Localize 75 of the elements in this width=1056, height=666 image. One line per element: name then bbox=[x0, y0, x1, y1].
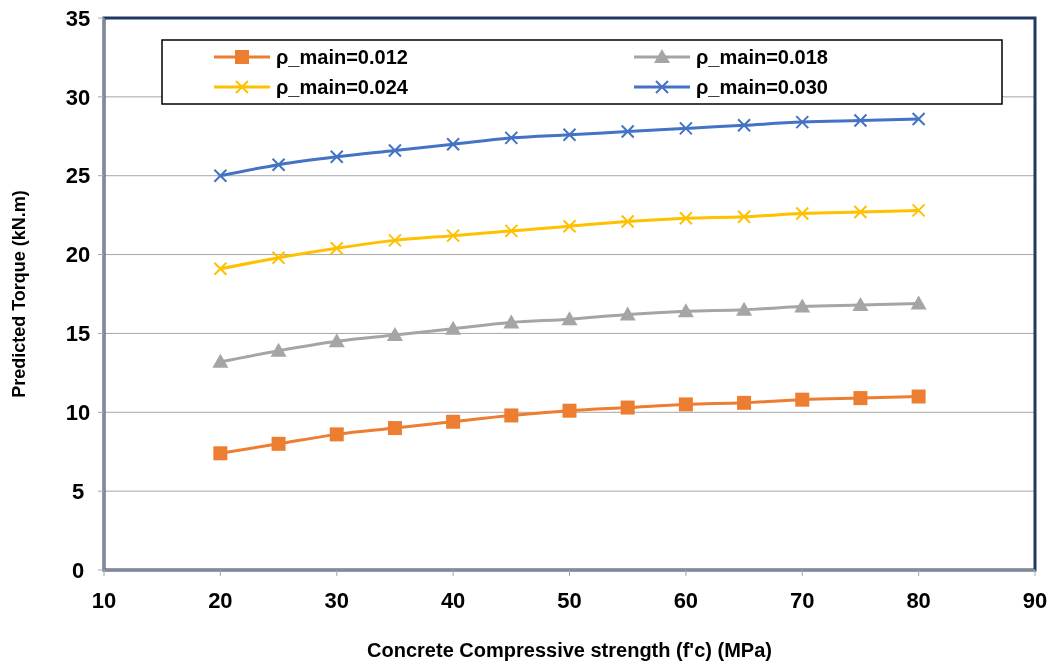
x-tick-label: 80 bbox=[906, 588, 931, 613]
point bbox=[504, 408, 519, 423]
point bbox=[736, 301, 753, 316]
x-axis-title: Concrete Compressive strength (f'c) (MPa) bbox=[367, 639, 772, 661]
x-tick-label: 60 bbox=[673, 588, 699, 613]
x-tick-label: 30 bbox=[324, 588, 349, 613]
point bbox=[737, 209, 752, 224]
point bbox=[911, 111, 926, 126]
point bbox=[329, 241, 344, 256]
point bbox=[853, 391, 868, 406]
point bbox=[387, 143, 402, 158]
point bbox=[794, 298, 811, 313]
legend-label: ρ_main=0.018 bbox=[696, 46, 828, 68]
point bbox=[911, 389, 926, 404]
point bbox=[910, 295, 927, 310]
point bbox=[795, 206, 810, 221]
legend-label: ρ_main=0.012 bbox=[276, 46, 408, 68]
legend-label: ρ_main=0.030 bbox=[696, 76, 828, 98]
point bbox=[737, 395, 752, 410]
x-tick-label: 40 bbox=[440, 588, 466, 613]
point bbox=[387, 421, 402, 436]
point bbox=[328, 333, 345, 348]
point bbox=[795, 115, 810, 130]
point bbox=[561, 311, 578, 326]
x-tick-label: 20 bbox=[208, 588, 233, 613]
point bbox=[737, 118, 752, 133]
point bbox=[853, 204, 868, 219]
point bbox=[504, 130, 519, 145]
point bbox=[387, 233, 402, 248]
y-tick-label: 20 bbox=[65, 242, 91, 268]
x-tick-label: 90 bbox=[1022, 588, 1048, 613]
x-tick-label: 70 bbox=[790, 588, 815, 613]
y-tick-label: 5 bbox=[71, 478, 85, 504]
point bbox=[562, 219, 577, 234]
point bbox=[678, 121, 693, 136]
point bbox=[446, 137, 461, 152]
point bbox=[619, 306, 636, 321]
point bbox=[271, 250, 286, 265]
y-tick-label: 0 bbox=[71, 557, 85, 583]
point bbox=[446, 414, 461, 429]
x-tick-label: 50 bbox=[557, 588, 582, 613]
point bbox=[678, 211, 693, 226]
point bbox=[213, 261, 228, 276]
point bbox=[445, 320, 462, 335]
point bbox=[270, 342, 287, 357]
point bbox=[329, 149, 344, 164]
point bbox=[446, 228, 461, 243]
point bbox=[852, 297, 869, 312]
y-tick-label: 35 bbox=[65, 5, 91, 31]
y-tick-label: 10 bbox=[65, 399, 91, 425]
point bbox=[213, 446, 228, 461]
point bbox=[271, 436, 286, 451]
point bbox=[213, 168, 228, 183]
point bbox=[329, 427, 344, 442]
y-tick-label: 30 bbox=[65, 84, 91, 110]
y-tick-label: 15 bbox=[65, 321, 91, 347]
point bbox=[677, 303, 694, 318]
point bbox=[620, 124, 635, 139]
point bbox=[853, 113, 868, 128]
x-tick-label: 10 bbox=[91, 588, 117, 613]
point bbox=[386, 327, 403, 342]
point bbox=[271, 157, 286, 172]
point bbox=[678, 397, 693, 412]
point bbox=[212, 353, 229, 368]
point bbox=[620, 400, 635, 415]
point bbox=[504, 223, 519, 238]
point bbox=[620, 214, 635, 229]
legend-label: ρ_main=0.024 bbox=[276, 76, 409, 98]
point bbox=[795, 392, 810, 407]
point bbox=[562, 127, 577, 142]
y-axis-title: Predicted Torque (kN.m) bbox=[9, 190, 29, 398]
point bbox=[911, 203, 926, 218]
point bbox=[562, 403, 577, 418]
y-tick-label: 25 bbox=[65, 163, 91, 189]
point bbox=[503, 314, 520, 329]
